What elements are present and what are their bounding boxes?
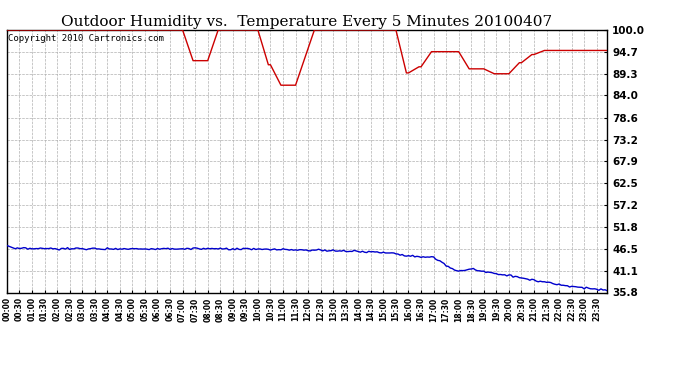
Title: Outdoor Humidity vs.  Temperature Every 5 Minutes 20100407: Outdoor Humidity vs. Temperature Every 5… bbox=[61, 15, 553, 29]
Text: Copyright 2010 Cartronics.com: Copyright 2010 Cartronics.com bbox=[8, 34, 164, 43]
